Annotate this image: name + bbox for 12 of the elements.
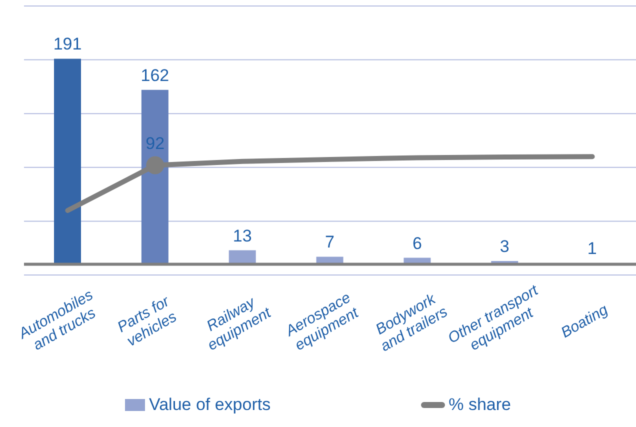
data-label: 7: [325, 232, 335, 252]
data-label: 92: [146, 134, 165, 154]
data-label: 6: [412, 234, 422, 253]
data-label: 191: [53, 34, 82, 54]
legend-label: Value of exports: [149, 395, 271, 415]
bar: [54, 58, 81, 264]
data-label: 13: [232, 226, 252, 246]
data-label: 162: [140, 66, 170, 85]
bar: [141, 90, 168, 264]
legend-label: % share: [448, 395, 511, 415]
data-label: 3: [500, 237, 510, 256]
data-label: 1: [587, 239, 597, 258]
